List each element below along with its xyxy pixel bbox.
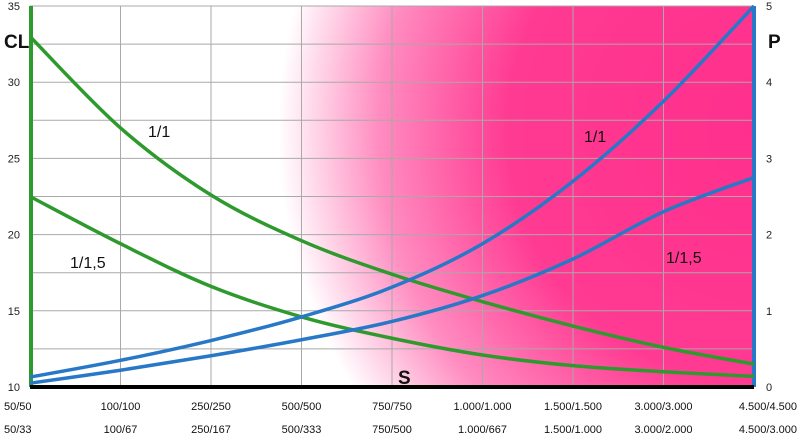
y-left-tick-label: 25 [8,153,20,165]
series-line-left-1-1-5 [29,194,755,379]
x-tick-label-row2: 100/67 [104,424,138,436]
y-left-axis-label: CL [4,32,30,53]
x-tick-label-row1: 3.000/3.000 [634,401,692,413]
series-line-left-1-1 [28,35,755,366]
x-tick-label-row1: 1.500/1.500 [544,401,602,413]
series-line-right-1-1 [29,4,756,379]
curve-annotation: 1/1 [148,124,170,141]
x-tick-label-row2: 500/333 [282,424,322,436]
y-left-tick-label: 30 [8,77,20,89]
x-tick-label-row2: 250/167 [191,424,231,436]
y-left-tick-label: 15 [8,306,20,318]
x-tick-label-row2: 4.500/3.000 [739,424,797,436]
y-left-tick-label: 35 [8,1,20,13]
x-tick-label-row1: 4.500/4.500 [739,401,797,413]
x-axis-label: S [398,368,411,389]
tick-labels: 10 15 20 25 30 35 0 1 2 3 4 5 50/50 100/100 250/250 500… [4,1,797,436]
y-right-tick-label: 3 [766,153,772,165]
x-tick-label-row2: 750/500 [372,424,412,436]
x-tick-label-row2: 1.000/667 [458,424,507,436]
curve-annotation: 1/1,5 [666,250,702,267]
y-right-tick-label: 0 [766,382,772,394]
y-right-tick-label: 1 [766,306,772,318]
curve-annotation: 1/1,5 [70,255,106,272]
x-tick-label-row1: 500/500 [282,401,322,413]
curve-annotation: 1/1 [584,129,606,146]
x-tick-label-row1: 250/250 [191,401,231,413]
x-tick-label-row2: 3.000/2.000 [634,424,692,436]
x-tick-label-row1: 1.000/1.000 [453,401,511,413]
y-left-tick-label: 20 [8,230,20,242]
y-left-tick-label: 10 [8,382,20,394]
x-tick-label-row2: 1.500/1.000 [544,424,602,436]
x-tick-label-row1: 50/50 [4,401,32,413]
x-tick-label-row1: 100/100 [101,401,141,413]
y-right-tick-label: 4 [766,77,772,89]
x-tick-label-row1: 750/750 [372,401,412,413]
x-tick-label-row2: 50/33 [4,424,32,436]
chart-labels: CL P S 1/1 1/1,5 1/1 1/1,5 [4,32,781,389]
y-right-tick-label: 5 [766,1,772,13]
series-group [28,4,756,385]
series-line-right-1-1-5 [29,175,755,385]
y-right-axis-label: P [768,32,781,53]
y-right-tick-label: 2 [766,230,772,242]
